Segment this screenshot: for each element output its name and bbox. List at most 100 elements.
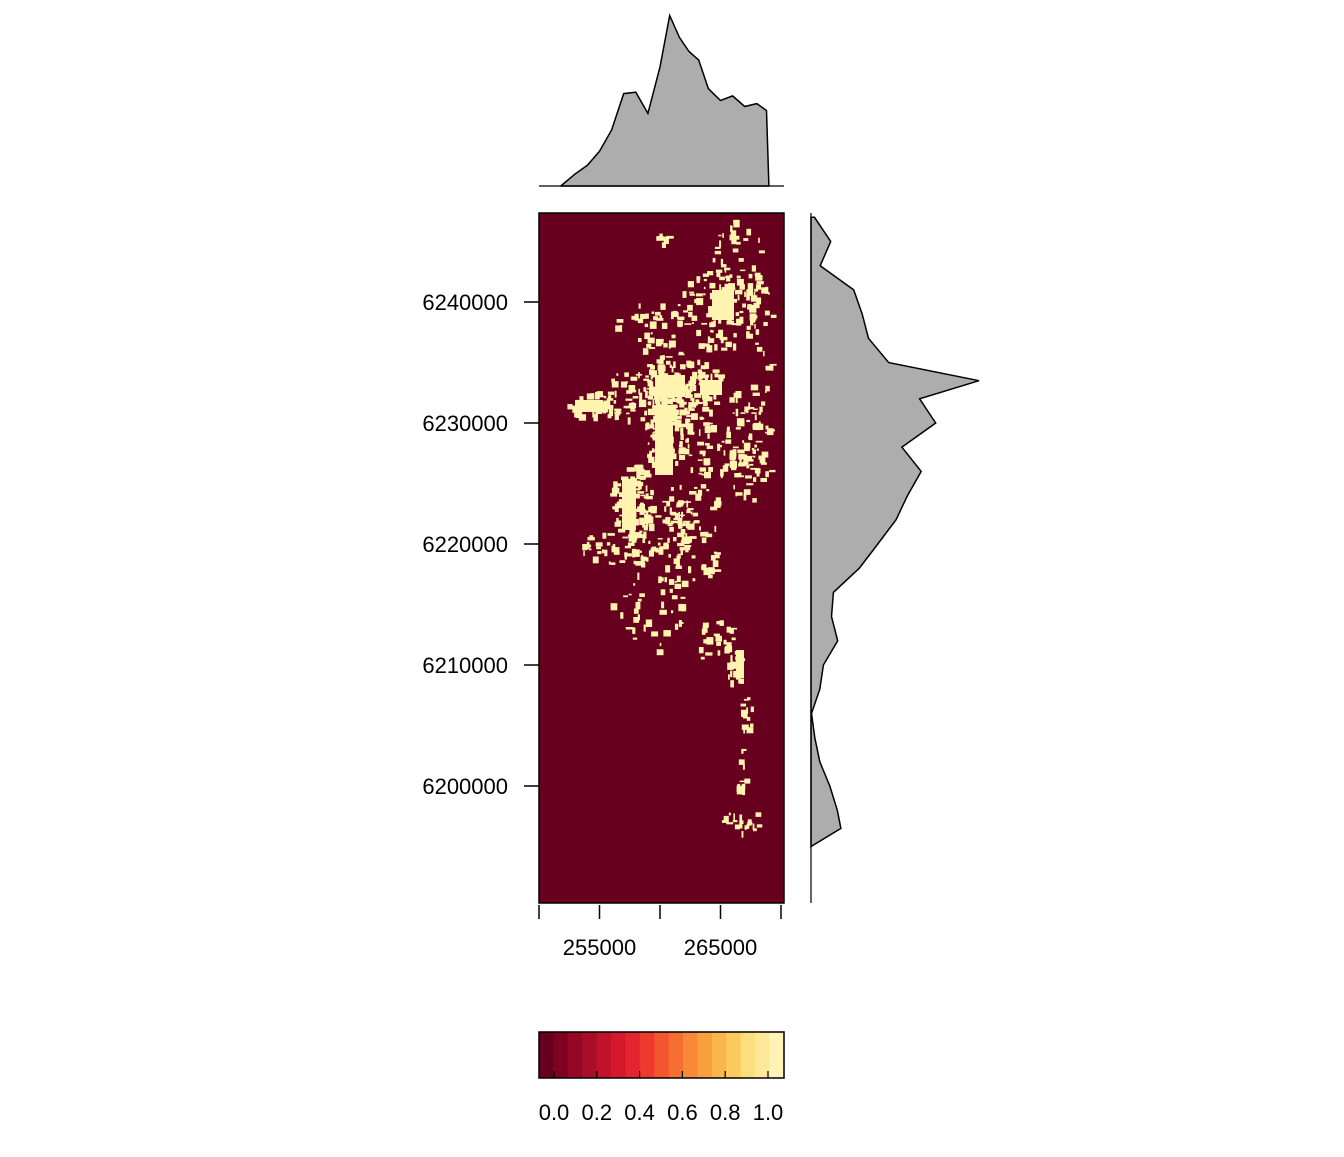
urban-cell — [648, 506, 656, 513]
urban-cell — [630, 376, 638, 381]
urban-cell — [656, 649, 664, 656]
urban-cell — [671, 520, 679, 524]
urban-cell — [713, 633, 720, 637]
urban-cell — [686, 360, 692, 367]
urban-cell — [752, 498, 757, 503]
urban-core — [700, 380, 722, 395]
urban-cell — [677, 517, 683, 525]
urban-cell — [744, 778, 751, 784]
urban-cell — [674, 512, 679, 519]
urban-cell — [704, 426, 711, 434]
urban-cell — [742, 716, 748, 719]
urban-cell — [756, 448, 759, 451]
urban-cell — [692, 385, 697, 392]
urban-cell — [712, 369, 720, 373]
urban-cell — [650, 434, 653, 438]
urban-cell — [686, 423, 694, 430]
urban-cell — [658, 576, 662, 584]
urban-cell — [653, 396, 661, 400]
urban-cell — [731, 637, 736, 641]
urban-cell — [719, 620, 724, 626]
urban-cell — [755, 342, 759, 345]
colorbar-swatch — [683, 1032, 699, 1078]
urban-cell — [680, 529, 686, 535]
urban-cell — [579, 396, 584, 402]
urban-cell — [627, 542, 635, 546]
urban-cell — [737, 294, 740, 301]
urban-cell — [670, 413, 678, 420]
urban-cell — [686, 415, 692, 418]
urban-cell — [572, 405, 578, 413]
urban-cell — [732, 820, 738, 823]
urban-cell — [629, 532, 636, 538]
urban-cell — [765, 425, 768, 428]
urban-cell — [664, 577, 667, 583]
urban-cell — [754, 414, 757, 421]
urban-cell — [630, 409, 636, 412]
urban-cell — [732, 460, 736, 463]
urban-cell — [746, 727, 754, 734]
urban-cell — [707, 433, 710, 439]
urban-cell — [768, 429, 775, 432]
urban-core — [655, 375, 685, 397]
urban-cell — [688, 405, 692, 411]
urban-cell — [726, 822, 734, 825]
urban-cell — [709, 282, 716, 289]
urban-cell — [726, 426, 730, 432]
urban-cell — [755, 275, 763, 281]
urban-cell — [635, 480, 641, 487]
urban-core — [655, 405, 673, 475]
urban-cell — [644, 472, 647, 479]
urban-cell — [614, 413, 619, 421]
urban-cell — [704, 443, 710, 446]
right-marginal-density — [810, 213, 980, 903]
urban-core — [622, 480, 636, 530]
urban-cell — [714, 246, 721, 249]
urban-cell — [685, 383, 689, 391]
urban-cell — [611, 378, 615, 383]
urban-cell — [597, 391, 603, 398]
urban-cell — [663, 630, 671, 637]
urban-cell — [649, 321, 657, 329]
urban-cell — [740, 789, 743, 793]
urban-cell — [765, 385, 770, 392]
urban-cell — [625, 398, 633, 401]
urban-cell — [716, 272, 721, 278]
urban-cell — [652, 405, 657, 412]
y-tick-label: 6230000 — [422, 411, 508, 436]
urban-cell — [698, 343, 705, 349]
urban-cell — [607, 391, 615, 395]
urban-cell — [727, 662, 734, 670]
urban-cell — [623, 595, 628, 598]
urban-cell — [589, 535, 594, 540]
urban-cell — [761, 287, 769, 294]
urban-cell — [631, 315, 636, 320]
urban-cell — [691, 555, 696, 559]
urban-cell — [621, 476, 629, 481]
urban-cell — [715, 555, 720, 559]
urban-cell — [736, 318, 742, 326]
y-tick-label: 6210000 — [422, 653, 508, 678]
urban-cell — [758, 455, 762, 460]
urban-cell — [645, 390, 648, 399]
urban-cell — [734, 289, 743, 295]
urban-cell — [610, 493, 618, 497]
urban-cell — [712, 257, 716, 263]
colorbar-swatch — [769, 1032, 785, 1078]
urban-cell — [671, 366, 674, 373]
urban-cell — [657, 538, 663, 540]
urban-cell — [753, 422, 760, 431]
urban-cell — [703, 286, 706, 290]
urban-cell — [635, 601, 641, 610]
urban-cell — [729, 234, 736, 241]
urban-cell — [680, 596, 686, 599]
urban-cell — [674, 427, 680, 432]
urban-cell — [626, 553, 632, 557]
urban-cell — [733, 484, 735, 490]
urban-cell — [713, 569, 722, 572]
urban-cell — [750, 467, 757, 470]
urban-cell — [743, 442, 751, 449]
urban-cell — [616, 412, 621, 416]
urban-cell — [755, 812, 762, 817]
urban-cell — [738, 472, 742, 477]
